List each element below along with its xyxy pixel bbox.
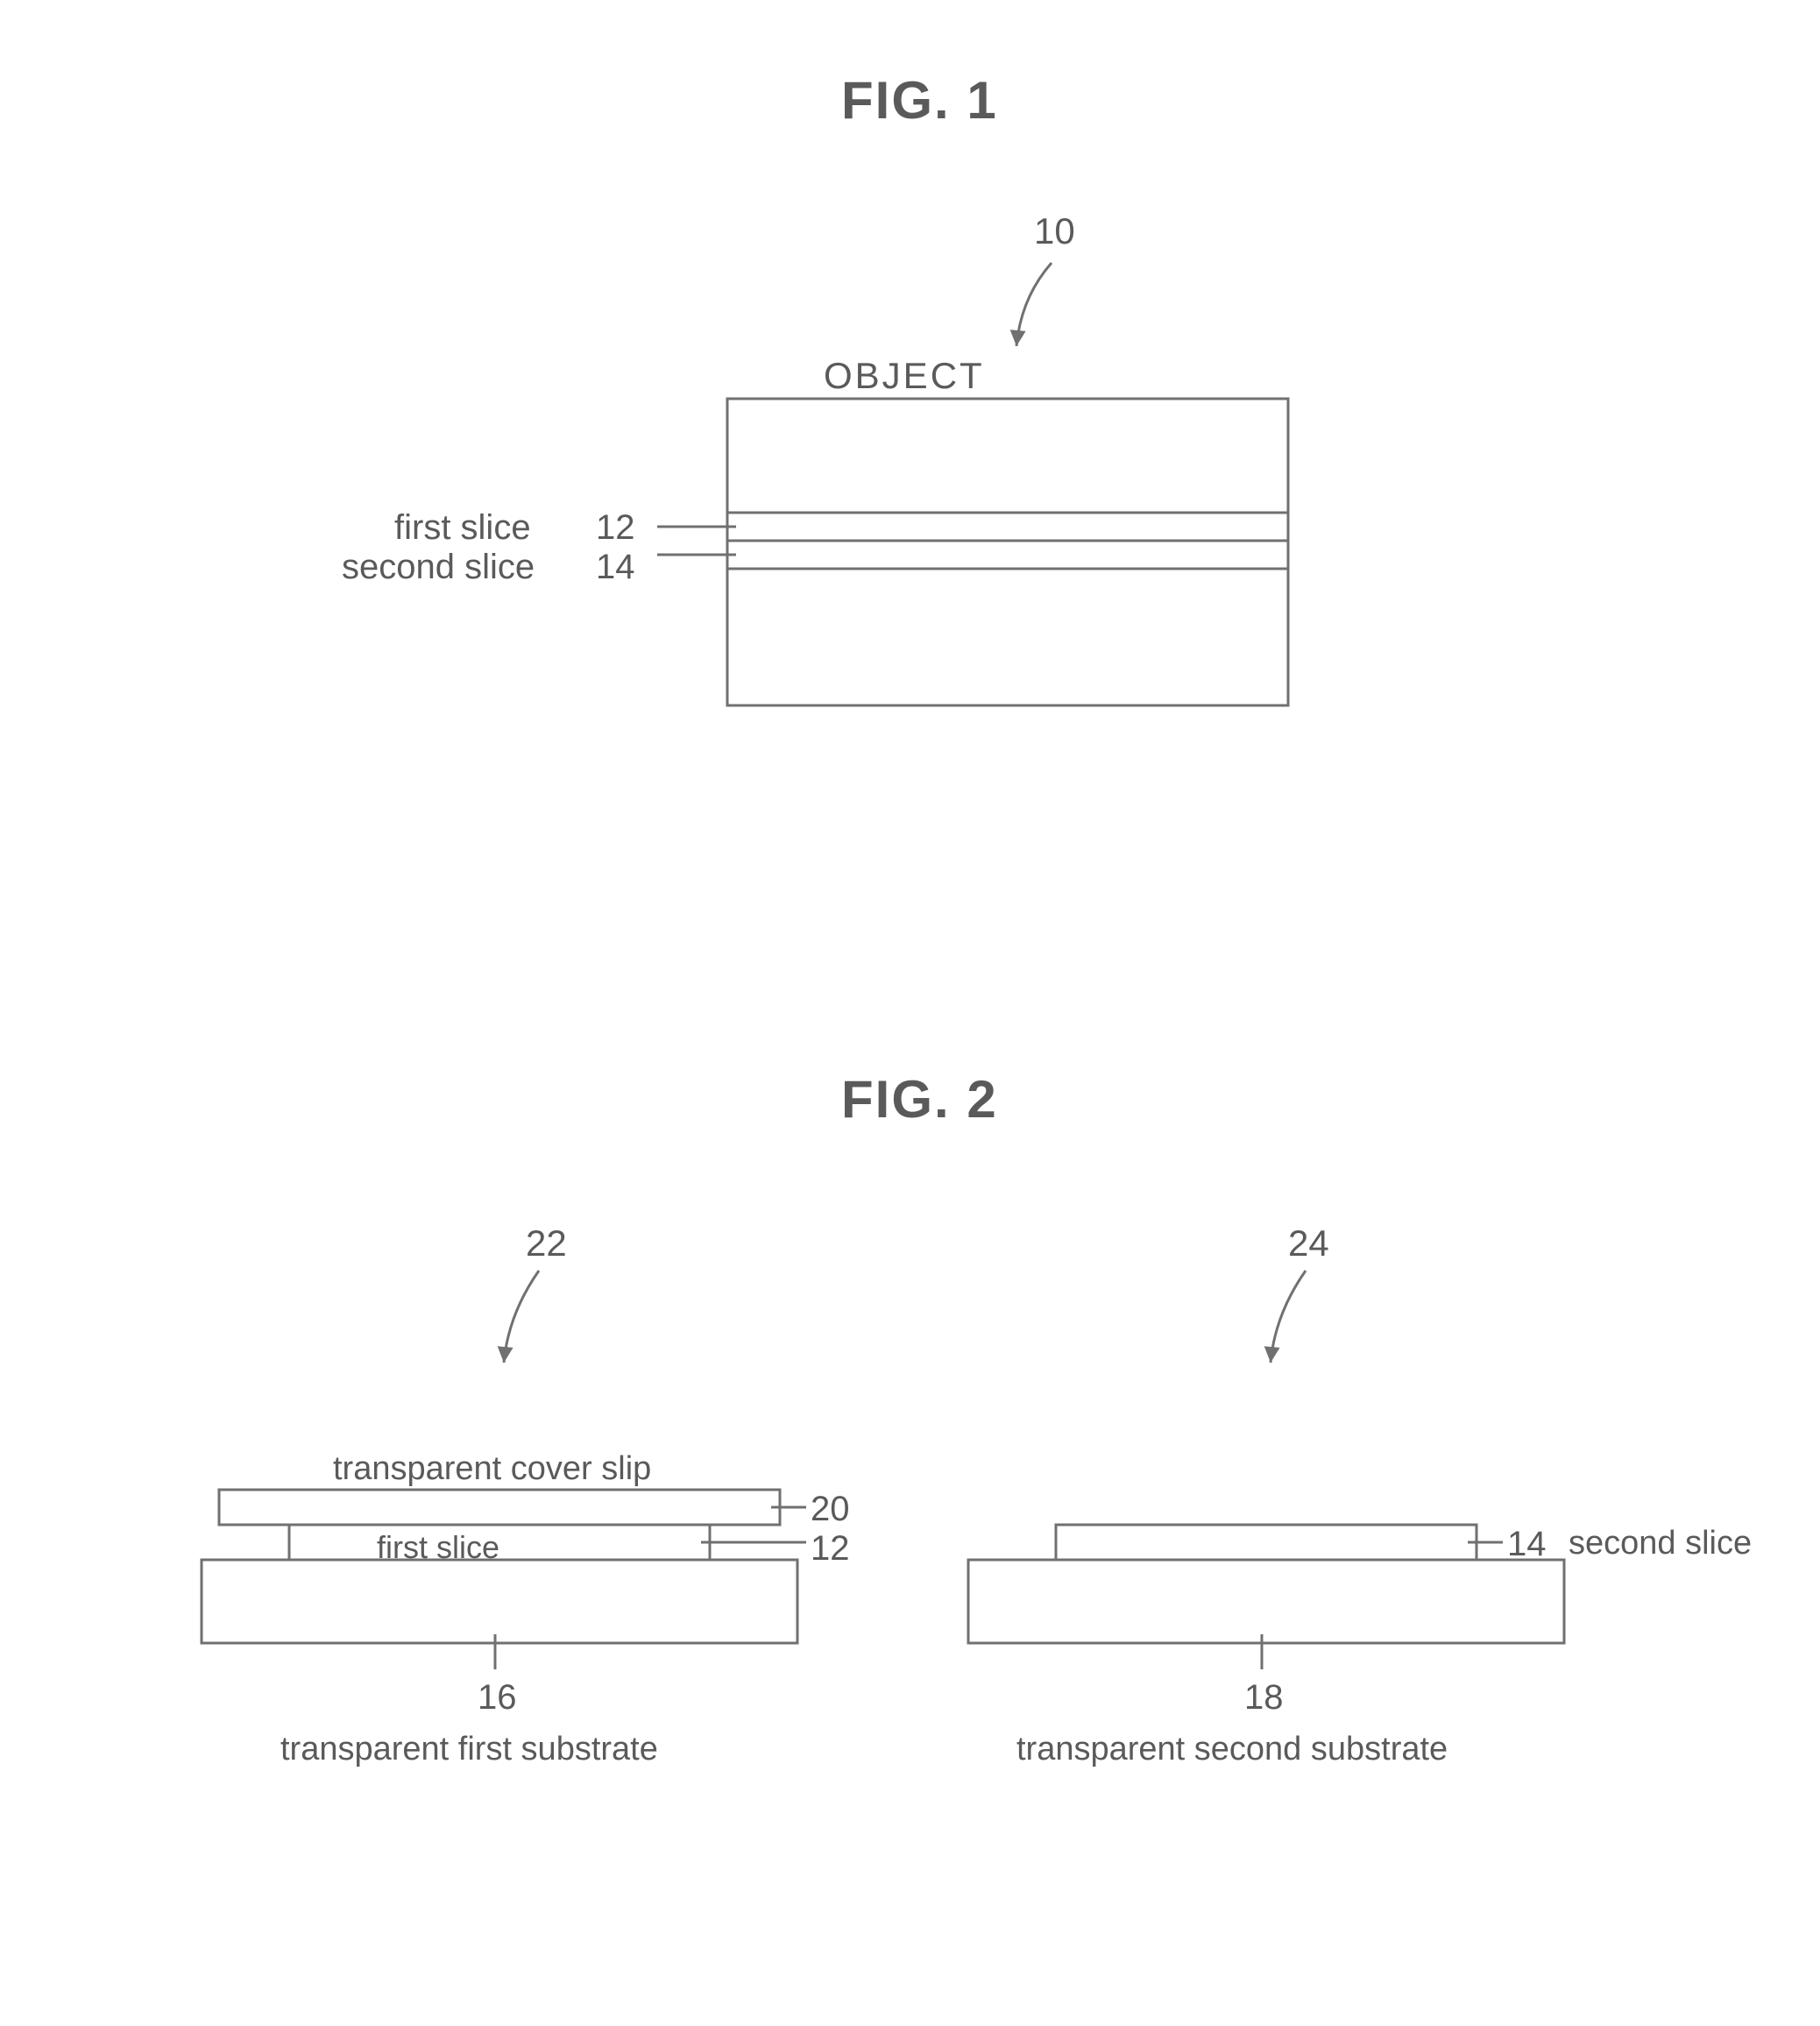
diagram-geometry — [0, 0, 1820, 2026]
page: FIG. 1 10 OBJECT first slice 12 second s… — [0, 0, 1820, 2026]
